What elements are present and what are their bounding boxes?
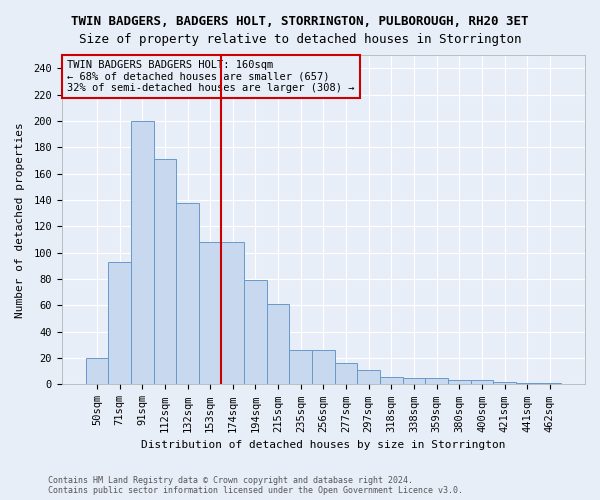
Bar bbox=[176, 202, 199, 384]
Bar bbox=[539, 383, 561, 384]
Bar bbox=[448, 380, 470, 384]
Bar bbox=[358, 370, 380, 384]
Bar bbox=[312, 350, 335, 384]
Bar bbox=[131, 121, 154, 384]
Bar bbox=[380, 376, 403, 384]
Bar bbox=[516, 383, 539, 384]
Bar bbox=[425, 378, 448, 384]
Bar bbox=[289, 350, 312, 384]
Text: Size of property relative to detached houses in Storrington: Size of property relative to detached ho… bbox=[79, 32, 521, 46]
Bar bbox=[493, 382, 516, 384]
Y-axis label: Number of detached properties: Number of detached properties bbox=[15, 122, 25, 318]
Bar bbox=[267, 304, 289, 384]
Text: TWIN BADGERS BADGERS HOLT: 160sqm
← 68% of detached houses are smaller (657)
32%: TWIN BADGERS BADGERS HOLT: 160sqm ← 68% … bbox=[67, 60, 355, 93]
Bar bbox=[108, 262, 131, 384]
Text: TWIN BADGERS, BADGERS HOLT, STORRINGTON, PULBOROUGH, RH20 3ET: TWIN BADGERS, BADGERS HOLT, STORRINGTON,… bbox=[71, 15, 529, 28]
Bar bbox=[154, 159, 176, 384]
X-axis label: Distribution of detached houses by size in Storrington: Distribution of detached houses by size … bbox=[141, 440, 506, 450]
Bar bbox=[335, 364, 358, 384]
Bar bbox=[86, 358, 108, 384]
Bar bbox=[470, 380, 493, 384]
Bar bbox=[221, 242, 244, 384]
Text: Contains HM Land Registry data © Crown copyright and database right 2024.
Contai: Contains HM Land Registry data © Crown c… bbox=[48, 476, 463, 495]
Bar bbox=[403, 378, 425, 384]
Bar bbox=[199, 242, 221, 384]
Bar bbox=[244, 280, 267, 384]
